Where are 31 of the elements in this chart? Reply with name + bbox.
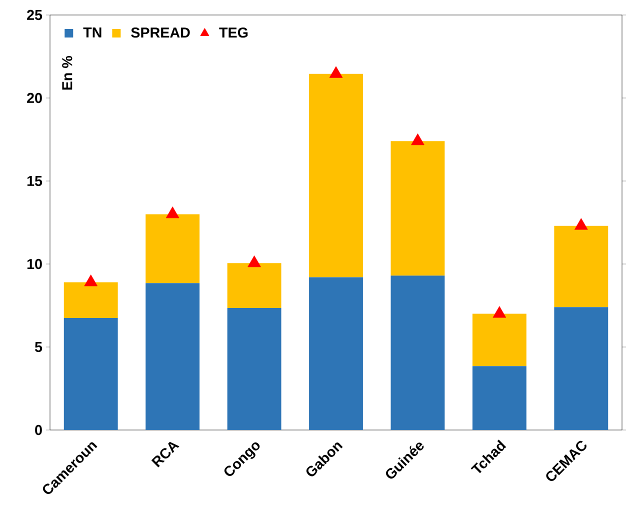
bar — [309, 74, 363, 278]
point — [574, 218, 588, 230]
bar — [390, 141, 445, 276]
y-axis-title: En % — [62, 56, 72, 90]
bar — [554, 307, 608, 430]
bar — [146, 214, 200, 284]
bar — [227, 263, 282, 308]
point — [248, 255, 261, 268]
y-tick-label: 5 — [34, 342, 42, 352]
bar — [309, 277, 363, 430]
bar — [64, 282, 118, 318]
y-tick-label: 15 — [27, 176, 42, 186]
y-tick-label: 10 — [27, 258, 42, 270]
y-tick-label: 25 — [27, 10, 42, 20]
legend-label: TN — [83, 28, 102, 38]
bar — [64, 318, 118, 430]
bar — [227, 308, 282, 430]
bar — [390, 276, 445, 430]
point — [411, 133, 424, 146]
point — [492, 306, 506, 318]
bar — [472, 366, 526, 430]
bar — [472, 314, 526, 366]
bar — [554, 226, 608, 308]
legend-label: SPREAD — [131, 27, 190, 38]
point — [166, 206, 180, 218]
point — [329, 66, 343, 78]
y-tick-label: 0 — [35, 424, 42, 436]
legend-label: TEG — [219, 27, 248, 38]
point — [84, 274, 98, 286]
bar — [146, 283, 200, 430]
y-tick-label: 20 — [27, 92, 42, 104]
